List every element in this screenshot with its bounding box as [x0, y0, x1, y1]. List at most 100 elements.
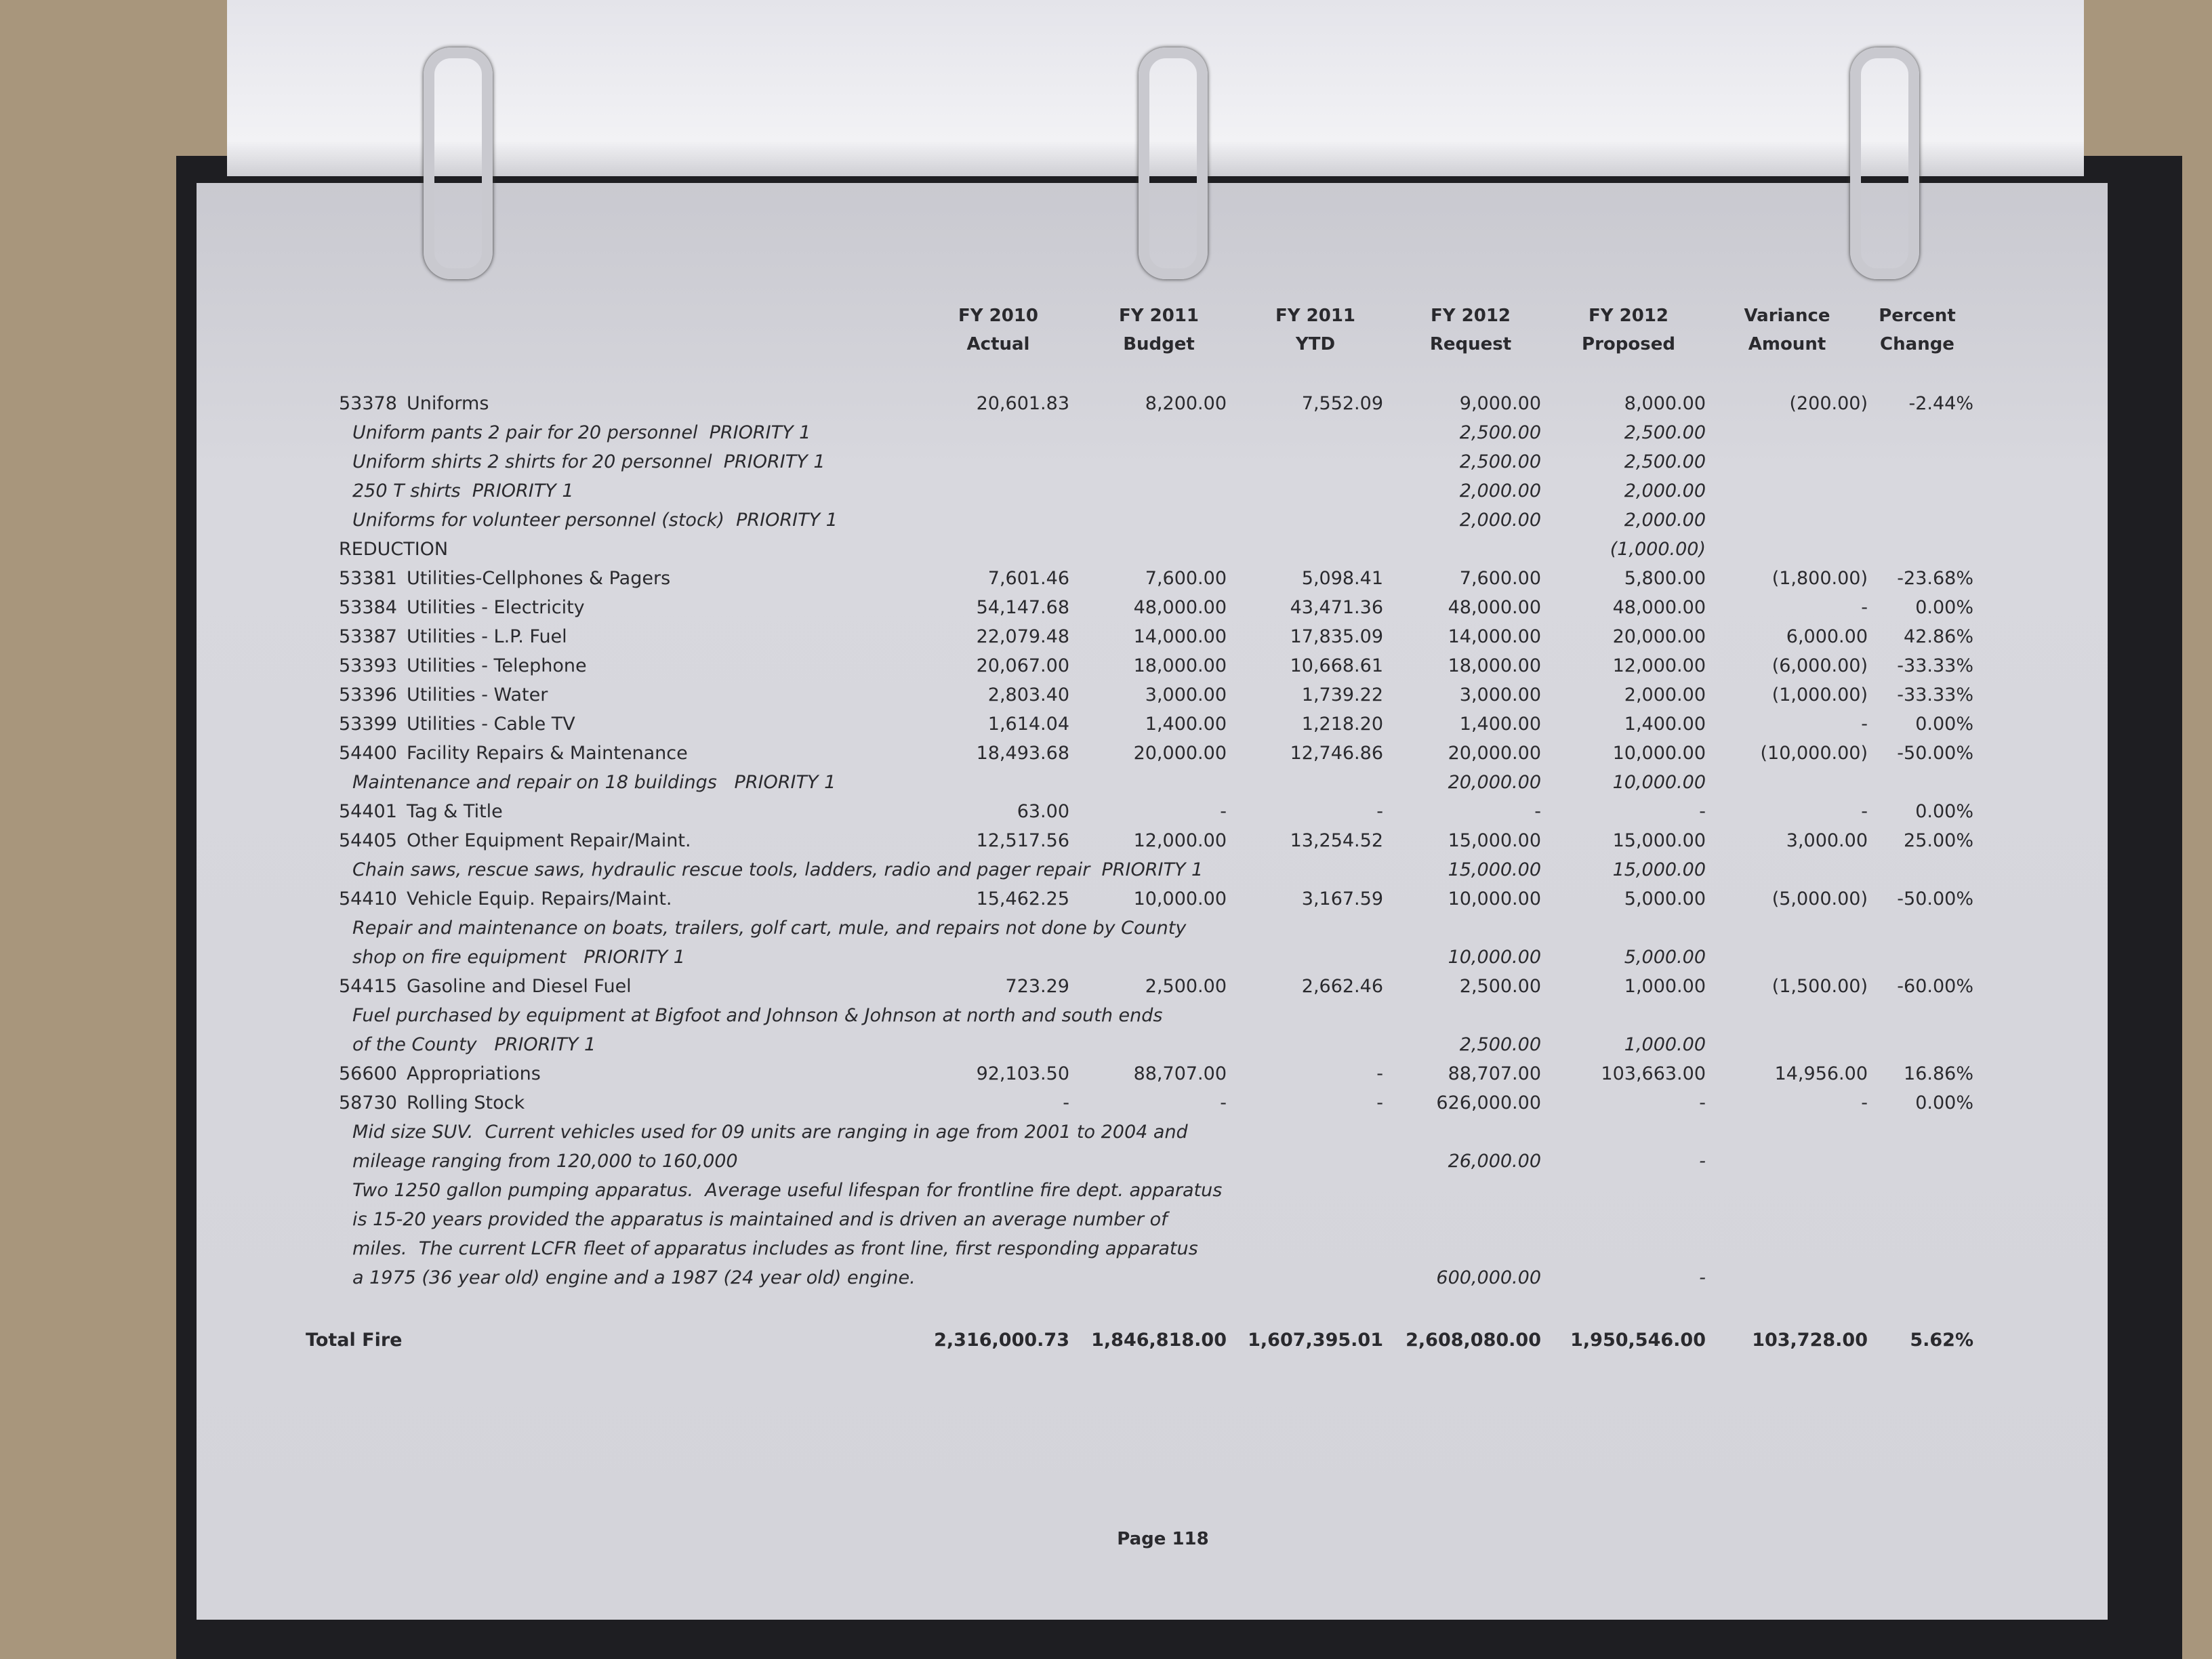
cell: -60.00% [1897, 976, 1973, 997]
account-name: Utilities-Cellphones & Pagers [407, 568, 671, 589]
cell: - [1861, 801, 1868, 822]
cell: 2,000.00 [1624, 684, 1706, 705]
cell: 2,000.00 [1459, 480, 1541, 501]
cell: 12,746.86 [1290, 743, 1383, 764]
column-header: FY 2012 [1430, 306, 1511, 326]
binder-ring [1139, 47, 1208, 279]
column-header: YTD [1295, 334, 1336, 354]
cell: 88,707.00 [1133, 1063, 1227, 1084]
cell: 10,000.00 [1612, 743, 1706, 764]
column-header: FY 2012 [1588, 306, 1669, 326]
cell: -23.68% [1897, 568, 1973, 589]
column-header: Variance [1744, 306, 1830, 326]
column-header: FY 2011 [1118, 306, 1200, 326]
top-pages [227, 0, 2084, 176]
cell: 26,000.00 [1448, 1151, 1541, 1172]
binder-ring [424, 47, 493, 279]
account-code: 54405 [339, 830, 397, 851]
page: FY 2010 Actual FY 2011 Budget FY 2011 YTD FY 2… [197, 183, 2108, 1620]
cell: - [1699, 1267, 1706, 1288]
account-code: 54415 [339, 976, 397, 997]
cell: 15,000.00 [1612, 859, 1706, 880]
account-code: 53381 [339, 568, 397, 589]
note: of the County PRIORITY 1 [352, 1034, 596, 1055]
cell: 2,803.40 [987, 684, 1069, 705]
cell: 723.29 [1005, 976, 1069, 997]
cell: 10,668.61 [1290, 655, 1383, 676]
cell: 1,739.22 [1301, 684, 1383, 705]
column-header: Amount [1748, 334, 1826, 354]
cell: -33.33% [1897, 684, 1973, 705]
cell: 92,103.50 [976, 1063, 1069, 1084]
cell: 1,614.04 [987, 714, 1069, 735]
cell: 20,000.00 [1133, 743, 1227, 764]
account-code: 56600 [339, 1063, 397, 1084]
cell: 5,000.00 [1624, 947, 1706, 968]
cell: - [1861, 597, 1868, 618]
cell: 0.00% [1915, 1092, 1973, 1113]
cell: 2,662.46 [1301, 976, 1383, 997]
note: Uniform shirts 2 shirts for 20 personnel… [352, 451, 825, 472]
cell: - [1220, 1092, 1227, 1113]
cell: 15,000.00 [1612, 830, 1706, 851]
cell: 14,000.00 [1133, 626, 1227, 647]
cell: 2,500.00 [1459, 422, 1541, 443]
note: Uniform pants 2 pair for 20 personnel PR… [352, 422, 811, 443]
cell: 1,000.00 [1624, 976, 1706, 997]
cell: 2,500.00 [1459, 976, 1541, 997]
cell: - [1861, 1092, 1868, 1113]
cell: 13,254.52 [1290, 830, 1383, 851]
cell: 63.00 [1017, 801, 1069, 822]
account-code: 53387 [339, 626, 397, 647]
cell: -2.44% [1908, 393, 1973, 414]
cell: 10,000.00 [1448, 947, 1541, 968]
cell: -50.00% [1897, 888, 1973, 909]
cell: 25.00% [1904, 830, 1973, 851]
cell: 1,950,546.00 [1570, 1330, 1706, 1351]
cell: 16.86% [1904, 1063, 1973, 1084]
cell: 14,000.00 [1448, 626, 1541, 647]
cell: 626,000.00 [1436, 1092, 1541, 1113]
cell: 18,000.00 [1448, 655, 1541, 676]
cell: 2,500.00 [1459, 451, 1541, 472]
cell: 7,600.00 [1459, 568, 1541, 589]
cell: 1,400.00 [1145, 714, 1227, 735]
cell: (6,000.00) [1771, 655, 1868, 676]
cell: 17,835.09 [1290, 626, 1383, 647]
account-name: Utilities - Telephone [407, 655, 587, 676]
cell: 2,608,080.00 [1406, 1330, 1541, 1351]
cell: 20,000.00 [1448, 743, 1541, 764]
cell: (10,000.00) [1760, 743, 1868, 764]
account-name: Rolling Stock [407, 1092, 525, 1113]
note: Uniforms for volunteer personnel (stock)… [352, 510, 838, 531]
page-number: Page 118 [1117, 1529, 1209, 1549]
note: Maintenance and repair on 18 buildings P… [352, 772, 836, 793]
account-code: 53396 [339, 684, 397, 705]
binder-ring [1850, 47, 1919, 279]
account-name: Utilities - Water [407, 684, 548, 705]
cell: 43,471.36 [1290, 597, 1383, 618]
note: is 15-20 years provided the apparatus is… [352, 1209, 1168, 1230]
cell: - [1534, 801, 1541, 822]
cell: (1,000.00) [1610, 539, 1706, 560]
account-name: Utilities - L.P. Fuel [407, 626, 567, 647]
cell: 10,000.00 [1133, 888, 1227, 909]
account-code: 53393 [339, 655, 397, 676]
note: shop on fire equipment PRIORITY 1 [352, 947, 685, 968]
cell: 12,517.56 [976, 830, 1069, 851]
cell: 8,000.00 [1624, 393, 1706, 414]
column-header: FY 2011 [1275, 306, 1356, 326]
cell: - [1063, 1092, 1069, 1113]
cell: 12,000.00 [1133, 830, 1227, 851]
column-header: Percent [1879, 306, 1956, 326]
account-name: Appropriations [407, 1063, 541, 1084]
note: Repair and maintenance on boats, trailer… [352, 918, 1187, 939]
cell: 9,000.00 [1459, 393, 1541, 414]
column-header: FY 2010 [958, 306, 1039, 326]
cell: 54,147.68 [976, 597, 1069, 618]
cell: 88,707.00 [1448, 1063, 1541, 1084]
account-code: 53384 [339, 597, 397, 618]
column-header: Proposed [1582, 334, 1675, 354]
note: a 1975 (36 year old) engine and a 1987 (… [352, 1267, 916, 1288]
cell: 1,607,395.01 [1248, 1330, 1383, 1351]
